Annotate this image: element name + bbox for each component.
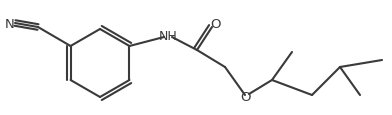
Text: O: O [241,91,251,104]
Text: NH: NH [159,30,177,43]
Text: O: O [211,17,221,30]
Text: N: N [5,17,15,30]
